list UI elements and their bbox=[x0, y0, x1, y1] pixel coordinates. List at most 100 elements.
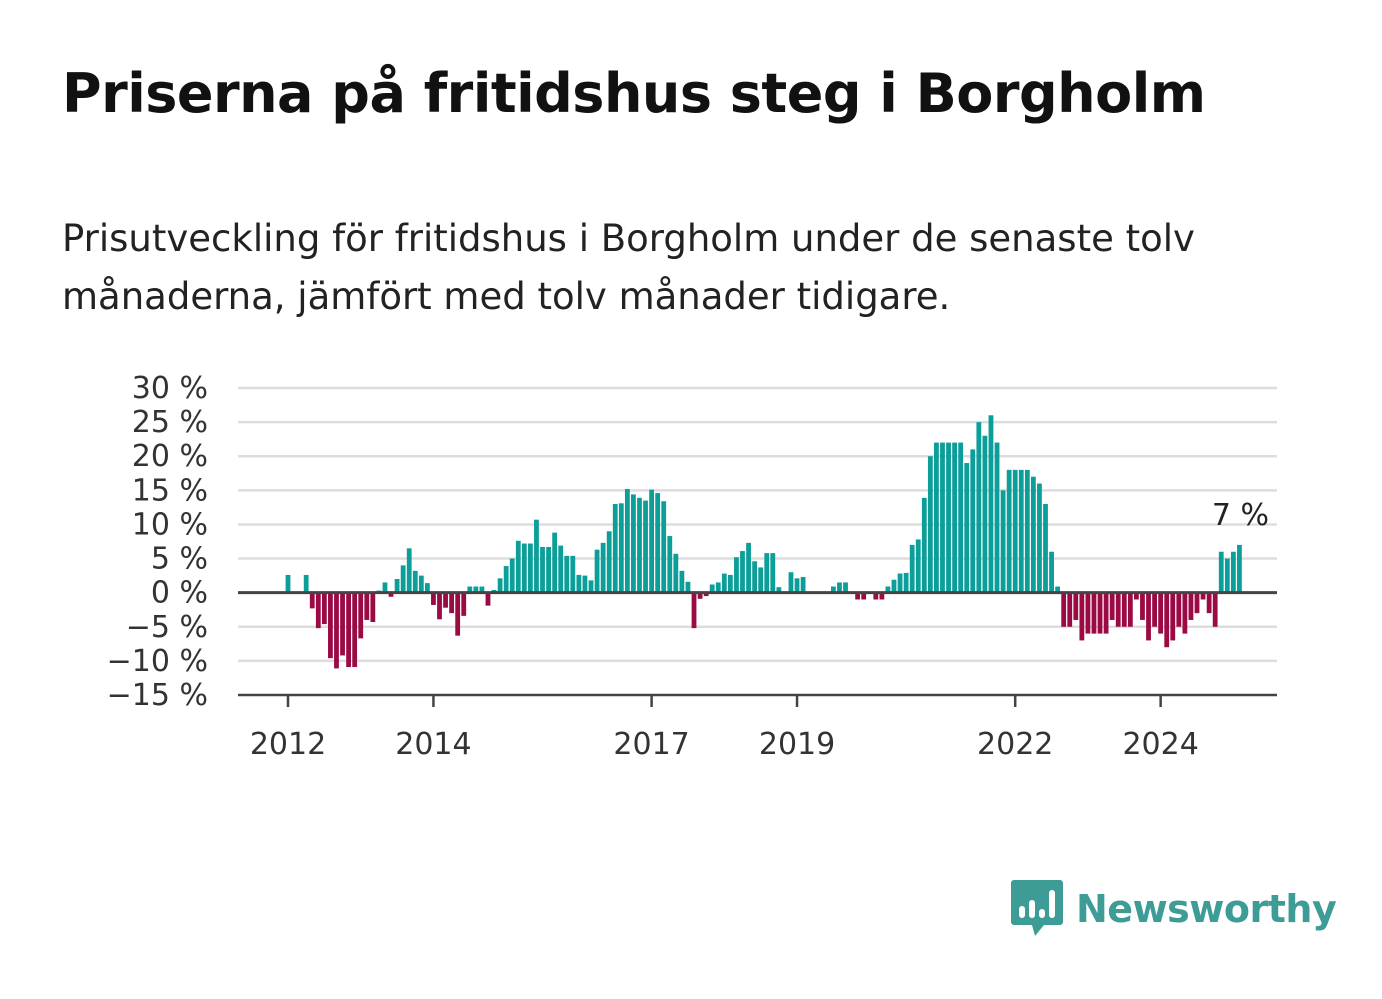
bar bbox=[521, 543, 527, 593]
bar bbox=[661, 501, 667, 593]
bar bbox=[843, 582, 848, 593]
bar bbox=[1164, 592, 1170, 648]
x-tick-label: 2022 bbox=[977, 727, 1053, 762]
x-tick-label: 2019 bbox=[759, 727, 835, 762]
bar bbox=[1230, 551, 1236, 593]
bar bbox=[1030, 476, 1036, 593]
bar bbox=[1115, 592, 1121, 627]
bar bbox=[606, 531, 612, 593]
bar bbox=[764, 553, 770, 593]
bar bbox=[509, 558, 515, 593]
y-tick-label: −5 % bbox=[126, 610, 208, 645]
bar bbox=[952, 442, 957, 593]
bar bbox=[285, 574, 291, 593]
bar bbox=[570, 555, 576, 593]
bar bbox=[970, 449, 976, 593]
bar bbox=[915, 539, 921, 593]
bar bbox=[624, 488, 630, 593]
bar bbox=[424, 583, 430, 593]
bar bbox=[709, 584, 715, 593]
bar bbox=[964, 463, 970, 593]
bar bbox=[1194, 592, 1200, 614]
bar bbox=[1024, 469, 1030, 593]
y-tick-label: −15 % bbox=[107, 678, 208, 713]
bar bbox=[1103, 592, 1109, 634]
price-change-bar-chart: −15 %−10 %−5 %0 %5 %10 %15 %20 %25 %30 %… bbox=[107, 371, 1277, 762]
bar bbox=[497, 578, 503, 593]
bar bbox=[582, 575, 588, 593]
bar bbox=[540, 546, 545, 593]
bars bbox=[285, 415, 1242, 669]
bar bbox=[643, 500, 648, 593]
bar bbox=[479, 586, 485, 593]
bar bbox=[528, 543, 533, 593]
bar bbox=[861, 592, 867, 600]
chart-subtitle: Prisutveckling för fritidshus i Borgholm… bbox=[62, 217, 1195, 318]
bar bbox=[637, 497, 642, 593]
bar bbox=[921, 497, 927, 593]
bar bbox=[891, 579, 897, 593]
bar bbox=[1121, 592, 1127, 627]
bar bbox=[982, 435, 988, 593]
bar bbox=[321, 592, 327, 625]
x-axis-labels: 2012 2014 2017 2019 2022 2024 bbox=[250, 695, 1199, 762]
bar bbox=[1000, 490, 1006, 593]
bar bbox=[831, 586, 836, 593]
bar bbox=[382, 582, 388, 593]
bar bbox=[800, 576, 806, 593]
bar bbox=[1224, 558, 1230, 593]
bar bbox=[673, 553, 679, 593]
y-axis-labels: −15 %−10 %−5 %0 %5 %10 %15 %20 %25 %30 % bbox=[107, 371, 208, 713]
bar bbox=[1134, 592, 1139, 600]
bar bbox=[721, 573, 727, 593]
bar bbox=[697, 592, 703, 599]
bar-chart-speech-bubble-icon bbox=[1011, 880, 1063, 936]
x-tick-label: 2017 bbox=[613, 727, 689, 762]
bar bbox=[564, 555, 570, 593]
bar bbox=[358, 592, 364, 639]
y-tick-label: 25 % bbox=[132, 405, 208, 440]
bar bbox=[752, 561, 758, 593]
bar bbox=[467, 586, 473, 593]
bar bbox=[958, 442, 964, 593]
bar bbox=[346, 592, 351, 668]
bar bbox=[1188, 592, 1194, 620]
bar bbox=[879, 592, 885, 600]
bar bbox=[473, 586, 479, 593]
bar bbox=[885, 586, 891, 593]
y-tick-label: 0 % bbox=[151, 576, 208, 611]
bar bbox=[431, 592, 436, 605]
bar bbox=[794, 578, 800, 593]
bar bbox=[418, 575, 424, 593]
bar bbox=[558, 545, 564, 593]
bar bbox=[715, 582, 721, 593]
bar bbox=[412, 570, 418, 593]
bar bbox=[1018, 469, 1024, 593]
bar bbox=[703, 592, 709, 597]
bar bbox=[340, 592, 345, 656]
bar bbox=[406, 548, 412, 593]
bar bbox=[455, 592, 461, 636]
bar bbox=[534, 519, 539, 593]
bar bbox=[909, 544, 915, 593]
bar bbox=[655, 493, 661, 593]
bar bbox=[618, 503, 624, 593]
bar bbox=[988, 415, 994, 593]
bar bbox=[400, 565, 406, 593]
bar bbox=[1006, 469, 1012, 593]
bar bbox=[600, 542, 606, 593]
bar bbox=[631, 494, 636, 593]
bar bbox=[1237, 544, 1242, 593]
bar bbox=[667, 536, 673, 593]
y-tick-label: −10 % bbox=[107, 644, 208, 679]
bar bbox=[994, 442, 1000, 593]
x-tick-label: 2012 bbox=[250, 727, 326, 762]
bar bbox=[437, 592, 442, 620]
bar bbox=[1012, 469, 1018, 593]
bar bbox=[837, 582, 842, 593]
bar bbox=[1140, 592, 1145, 620]
bar bbox=[776, 587, 782, 593]
bar bbox=[552, 532, 558, 593]
bar bbox=[461, 592, 467, 616]
bar bbox=[576, 574, 582, 593]
